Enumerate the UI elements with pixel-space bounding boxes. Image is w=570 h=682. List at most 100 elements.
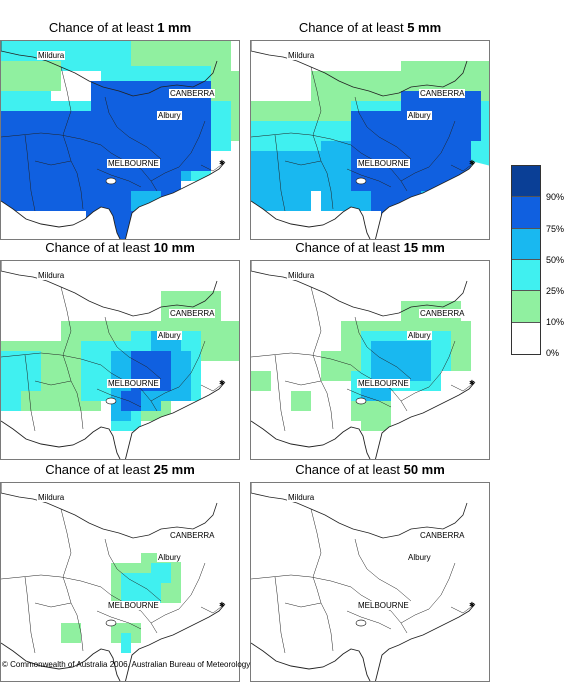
state-border — [1, 41, 218, 97]
district-boundary — [312, 576, 334, 652]
rain-probability-grid — [1, 41, 239, 239]
rain-probability-grid — [251, 61, 489, 231]
probability-cell — [1, 61, 61, 91]
rain-map-svg: ✱ — [251, 483, 476, 681]
district-boundary — [400, 120, 456, 182]
probability-cell — [291, 391, 311, 411]
district-boundary — [24, 134, 36, 212]
place-label-canberra: CANBERRA — [419, 531, 466, 540]
district-boundary — [24, 576, 36, 654]
rain-map-svg: ✱ — [1, 261, 239, 459]
probability-cell — [251, 181, 311, 211]
district-boundary — [354, 538, 412, 602]
district-boundary — [62, 134, 84, 210]
legend-label-50: 50% — [546, 255, 565, 265]
coastline — [251, 603, 476, 681]
district-boundary — [274, 134, 286, 212]
district-boundary — [104, 538, 162, 602]
district-boundary — [150, 120, 206, 182]
legend-swatch-25-50 — [512, 260, 540, 292]
panel-title-25mm: Chance of at least 25 mm — [45, 462, 195, 477]
district-boundary — [60, 508, 72, 578]
legend-label-90: 90% — [546, 192, 565, 202]
coastline — [1, 381, 226, 459]
panel-title-15mm: Chance of at least 15 mm — [295, 240, 445, 255]
probability-cell — [121, 391, 141, 411]
district-boundary — [104, 316, 162, 380]
place-label-mildura: Mildura — [37, 271, 66, 280]
rain-probability-grid — [251, 301, 471, 431]
legend-label-25: 25% — [546, 286, 565, 296]
district-boundary — [1, 352, 102, 366]
legend-label-75: 75% — [546, 224, 565, 234]
place-label-albury: Albury — [407, 553, 432, 562]
map-panel-10mm: ✱ Mildura CANBERRA Albury MELBOURNE — [0, 260, 240, 460]
gabo-marker: ✱ — [219, 159, 225, 167]
district-boundary — [450, 603, 476, 614]
gabo-marker: ✱ — [219, 379, 225, 387]
district-boundary — [96, 610, 142, 630]
district-boundary — [251, 574, 352, 588]
district-boundary — [96, 388, 142, 408]
place-label-mildura: Mildura — [37, 493, 66, 502]
legend-label-10: 10% — [546, 317, 565, 327]
place-label-mildura: Mildura — [287, 493, 316, 502]
gabo-marker: ✱ — [219, 601, 225, 609]
probability-cell — [151, 563, 171, 583]
port-phillip-bay — [355, 177, 367, 185]
district-boundary — [96, 168, 142, 188]
port-phillip-bay — [355, 619, 367, 627]
district-boundary — [62, 354, 84, 430]
district-boundary — [200, 161, 226, 172]
legend-swatch-75-90 — [512, 197, 540, 229]
coastline — [251, 381, 476, 459]
district-boundary — [200, 603, 226, 614]
probability-cell — [401, 361, 431, 381]
district-boundary — [312, 134, 334, 210]
district-boundary — [34, 380, 72, 386]
coastline — [251, 161, 476, 239]
place-label-melbourne: MELBOURNE — [357, 379, 410, 388]
panel-title-10mm: Chance of at least 10 mm — [45, 240, 195, 255]
rain-probability-grid — [1, 291, 239, 431]
district-boundary — [34, 160, 72, 166]
probability-cell — [1, 381, 21, 411]
legend-swatch-0-10 — [512, 322, 540, 354]
probability-legend — [511, 165, 541, 355]
district-boundary — [34, 602, 72, 608]
port-phillip-bay — [105, 177, 117, 185]
district-boundary — [60, 66, 72, 136]
district-boundary — [104, 96, 162, 160]
district-boundary — [450, 161, 476, 172]
district-boundary — [284, 380, 322, 386]
gabo-marker: ✱ — [469, 159, 475, 167]
rain-map-svg: ✱ — [251, 41, 489, 239]
place-label-canberra: CANBERRA — [419, 89, 466, 98]
rain-map-svg: ✱ — [1, 483, 226, 681]
place-label-canberra: CANBERRA — [419, 309, 466, 318]
place-label-albury: Albury — [157, 331, 182, 340]
district-boundary — [346, 388, 392, 408]
probability-cell — [61, 623, 81, 643]
probability-cell — [401, 61, 489, 81]
place-label-albury: Albury — [407, 111, 432, 120]
district-boundary — [274, 354, 286, 432]
district-boundary — [62, 576, 84, 652]
legend-swatch-50-75 — [512, 228, 540, 260]
map-panel-5mm: ✱ Mildura CANBERRA Albury MELBOURNE — [250, 40, 490, 240]
district-boundary — [310, 508, 322, 578]
district-boundary — [354, 96, 412, 160]
district-boundary — [251, 132, 352, 146]
probability-cell — [361, 411, 391, 431]
probability-cell — [86, 201, 116, 231]
place-label-canberra: CANBERRA — [169, 89, 216, 98]
place-label-melbourne: MELBOURNE — [107, 379, 160, 388]
port-phillip-bay — [105, 619, 117, 627]
district-boundary — [346, 168, 392, 188]
map-panel-15mm: ✱ Mildura CANBERRA Albury MELBOURNE — [250, 260, 490, 460]
district-boundary — [24, 354, 36, 432]
panel-title-1mm: Chance of at least 1 mm — [48, 20, 192, 35]
probability-cell — [251, 371, 271, 391]
place-label-melbourne: MELBOURNE — [357, 601, 410, 610]
district-boundary — [310, 286, 322, 356]
